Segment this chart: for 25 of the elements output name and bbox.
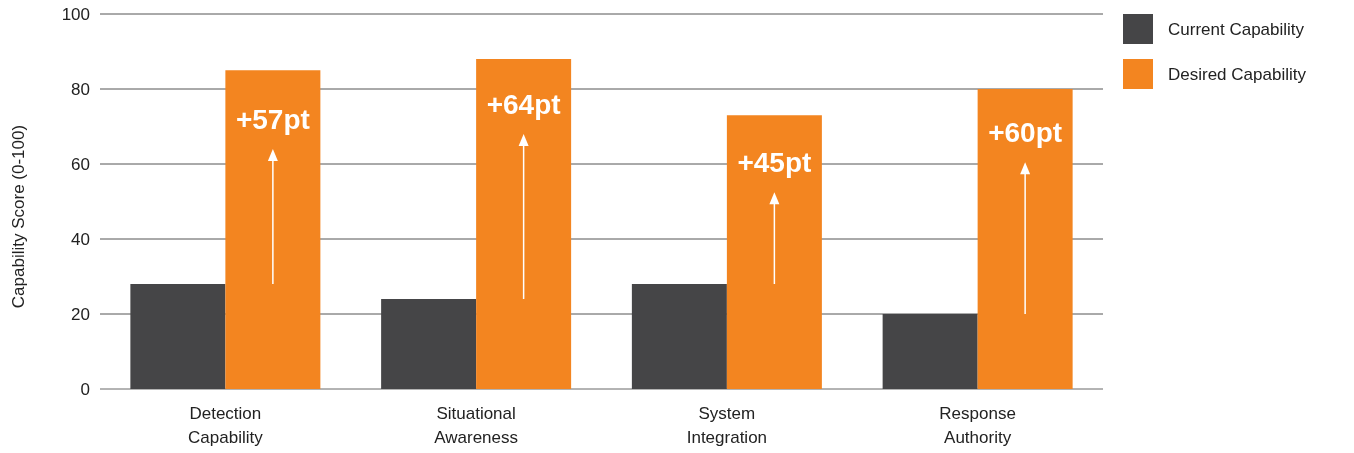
annotation: +57pt: [235, 103, 310, 135]
y-tick-label: 0: [80, 379, 90, 399]
annotation: +60pt: [988, 116, 1063, 148]
y-tick-label: 80: [71, 79, 90, 99]
legend-label: Current Capability: [1168, 19, 1305, 39]
bar: [726, 115, 822, 389]
y-tick-label: 20: [71, 304, 90, 324]
x-tick-label: Detection Capability: [188, 404, 264, 447]
bar: [381, 299, 477, 389]
y-tick-label: 60: [71, 154, 90, 174]
bar: [977, 89, 1073, 389]
x-tick-label: Response Authority: [939, 404, 1016, 447]
y-tick-label: 40: [71, 229, 90, 249]
bar: [225, 70, 321, 389]
legend-label: Desired Capability: [1168, 64, 1307, 84]
annotation: +45pt: [737, 146, 812, 178]
bar: [130, 284, 226, 389]
x-tick-label: Situational Awareness: [434, 404, 519, 447]
y-tick-label: 100: [61, 4, 90, 24]
y-axis-title: Capability Score (0-100): [9, 124, 28, 309]
bar: [882, 314, 978, 389]
bar: [476, 59, 572, 389]
x-tick-label: System Integration: [686, 404, 768, 447]
bar: [631, 284, 727, 389]
annotation: +64pt: [486, 88, 561, 120]
